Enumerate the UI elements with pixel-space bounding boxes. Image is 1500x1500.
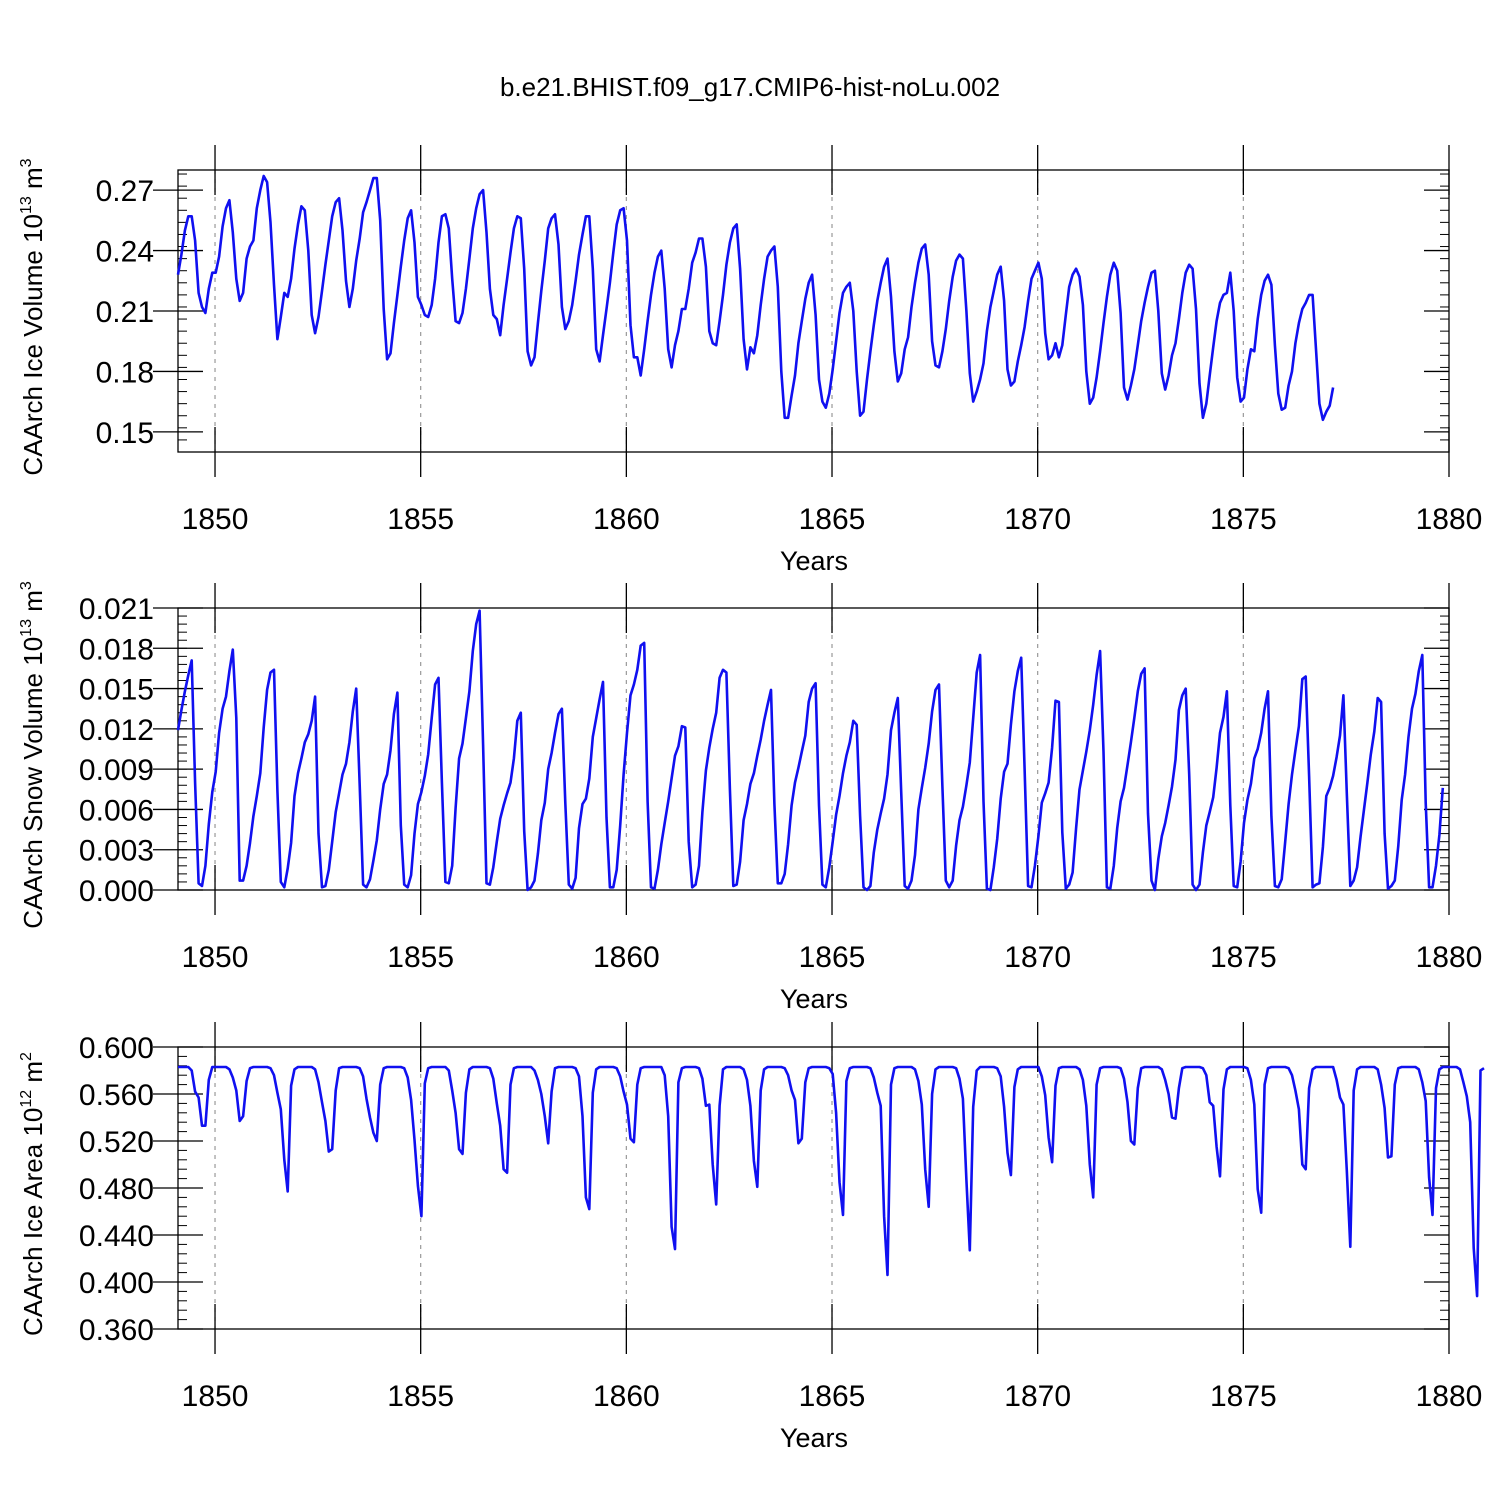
- x-tick-label: 1865: [799, 941, 866, 974]
- y-tick-label: 0.360: [79, 1314, 154, 1347]
- y-axis-title-exponent: 12: [18, 1090, 35, 1108]
- plot-frame: [177, 169, 1450, 453]
- y-tick-label: 0.560: [79, 1079, 154, 1112]
- y-tick-label: 0.15: [96, 417, 154, 450]
- y-axis-title-unit: m: [18, 590, 48, 619]
- x-tick-label: 1860: [593, 503, 660, 536]
- y-tick-label: 0.18: [96, 356, 154, 389]
- y-tick-label: 0.015: [79, 674, 154, 707]
- y-axis-title-unit-exponent: 3: [18, 581, 35, 590]
- x-tick-label: 1870: [1004, 941, 1071, 974]
- y-tick-label: 0.480: [79, 1173, 154, 1206]
- y-tick-label: 0.009: [79, 754, 154, 787]
- y-axis-title-text: CAArch Ice Area 10: [18, 1108, 48, 1336]
- y-tick-label: 0.012: [79, 714, 154, 747]
- x-tick-label: 1865: [799, 1380, 866, 1413]
- x-tick-label: 1865: [799, 503, 866, 536]
- y-axis-title-unit: m: [18, 1061, 48, 1090]
- y-axis-title-unit-exponent: 2: [18, 1052, 35, 1061]
- x-axis-title: Years: [780, 546, 848, 576]
- x-tick-label: 1880: [1416, 1380, 1483, 1413]
- y-tick-label: 0.440: [79, 1220, 154, 1253]
- snow-volume-panel: 0.021 0.018 0.015 0.012 0.009 0.006 0.003 0.000…: [18, 581, 1482, 1014]
- y-axis-title-exponent: 13: [18, 619, 35, 637]
- x-tick-label: 1850: [182, 1380, 249, 1413]
- y-axis-title-unit: m: [18, 167, 48, 196]
- x-tick-label: 1875: [1210, 1380, 1277, 1413]
- y-tick-label: 0.018: [79, 633, 154, 666]
- y-axis-title-unit-exponent: 3: [18, 158, 35, 167]
- plot-frame: [177, 1046, 1450, 1330]
- y-tick-label: 0.003: [79, 835, 154, 868]
- x-tick-label: 1880: [1416, 503, 1483, 536]
- x-tick-label: 1860: [593, 941, 660, 974]
- x-axis-title: Years: [780, 1423, 848, 1453]
- y-axis-title-text: CAArch Ice Volume 10: [18, 214, 48, 476]
- y-tick-label: 0.520: [79, 1126, 154, 1159]
- y-axis-title-exponent: 13: [18, 196, 35, 214]
- y-tick-label: 0.600: [79, 1032, 154, 1065]
- y-tick-label: 0.400: [79, 1267, 154, 1300]
- x-tick-label: 1870: [1004, 1380, 1071, 1413]
- x-tick-label: 1855: [387, 941, 454, 974]
- y-axis-title: CAArch Ice Volume 1013 m3: [18, 158, 48, 475]
- chart-title: b.e21.BHIST.f09_g17.CMIP6-hist-noLu.002: [500, 72, 1000, 102]
- ice-area-series-line: [178, 1065, 1485, 1298]
- ice-area-panel: 0.600 0.560 0.520 0.480 0.440 0.400 0.360 1850 1…: [18, 1022, 1485, 1453]
- x-tick-label: 1860: [593, 1380, 660, 1413]
- y-tick-label: 0.000: [79, 875, 154, 908]
- y-tick-label: 0.24: [96, 236, 154, 269]
- y-tick-label: 0.21: [96, 296, 154, 329]
- snow-volume-series-line: [176, 609, 1445, 892]
- x-tick-label: 1870: [1004, 503, 1071, 536]
- ice-volume-series-line: [176, 174, 1335, 422]
- x-tick-label: 1850: [182, 941, 249, 974]
- x-tick-label: 1855: [387, 503, 454, 536]
- y-axis-title-text: CAArch Snow Volume 10: [18, 637, 48, 929]
- y-tick-label: 0.27: [96, 175, 154, 208]
- x-tick-label: 1875: [1210, 503, 1277, 536]
- y-axis-title: CAArch Snow Volume 1013 m3: [18, 581, 48, 929]
- x-tick-label: 1855: [387, 1380, 454, 1413]
- y-axis-title: CAArch Ice Area 1012 m2: [18, 1052, 48, 1336]
- ice-volume-panel: 0.27 0.24 0.21 0.18 0.15 1850 1855 1860 1865 1870…: [18, 145, 1482, 576]
- plot-frame: [177, 607, 1450, 891]
- x-tick-label: 1850: [182, 503, 249, 536]
- y-tick-label: 0.006: [79, 794, 154, 827]
- y-tick-label: 0.021: [79, 593, 154, 626]
- x-axis-title: Years: [780, 984, 848, 1014]
- chart-panels: 0.27 0.24 0.21 0.18 0.15 1850 1855 1860 1865 1870…: [18, 145, 1485, 1453]
- x-tick-label: 1875: [1210, 941, 1277, 974]
- x-tick-label: 1880: [1416, 941, 1483, 974]
